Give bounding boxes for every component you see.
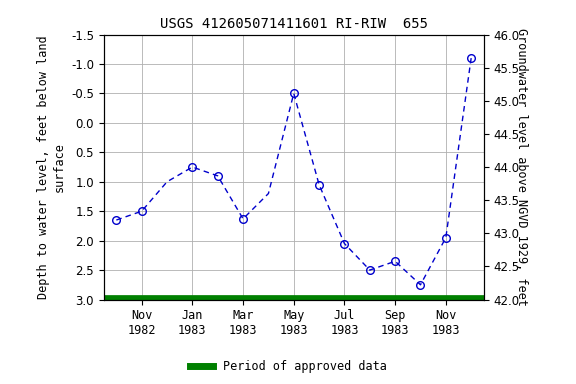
Title: USGS 412605071411601 RI-RIW  655: USGS 412605071411601 RI-RIW 655 — [160, 17, 428, 31]
Legend: Period of approved data: Period of approved data — [185, 356, 391, 378]
Y-axis label: Groundwater level above NGVD 1929, feet: Groundwater level above NGVD 1929, feet — [515, 28, 528, 306]
Y-axis label: Depth to water level, feet below land
surface: Depth to water level, feet below land su… — [37, 35, 66, 299]
